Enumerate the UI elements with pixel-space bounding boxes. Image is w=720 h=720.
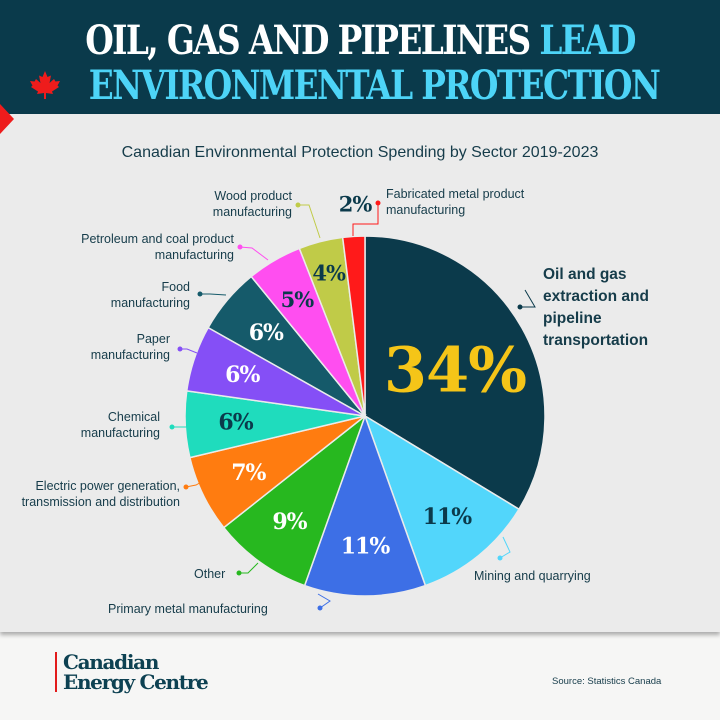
label-food: Food manufacturing — [110, 280, 190, 310]
leader-dot — [317, 605, 323, 611]
data-label: 5% — [281, 287, 315, 312]
leader-dot — [497, 555, 503, 561]
data-label: 11% — [341, 533, 391, 559]
leader-line — [520, 289, 536, 308]
leader-line — [317, 593, 331, 609]
chart-title: Canadian Environmental Protection Spendi… — [121, 144, 599, 161]
header-banner — [0, 0, 720, 114]
data-label: 34% — [384, 334, 526, 407]
leader-line — [200, 293, 227, 296]
leader-line — [352, 203, 379, 236]
label-other: Other — [194, 567, 226, 581]
leader-dot — [169, 424, 175, 430]
leader-dot — [177, 346, 183, 352]
leader-dot — [197, 291, 203, 297]
leader-dot — [295, 202, 301, 208]
data-label: 6% — [225, 362, 260, 388]
data-label: 4% — [312, 260, 346, 285]
leader-line — [298, 204, 321, 239]
pie-slice — [364, 235, 546, 511]
leader-dot — [183, 484, 189, 490]
title-line-2: ENVIRONMENTAL PROTECTION — [88, 62, 661, 109]
data-label: 9% — [272, 509, 307, 535]
title-line-1: OIL, GAS AND PIPELINES LEAD — [85, 17, 636, 64]
leader-dot — [517, 304, 523, 310]
leader-line — [239, 246, 269, 261]
label-petroleum: Petroleum and coal product manufacturing — [81, 232, 234, 262]
data-label: 6% — [218, 410, 253, 436]
leader-line — [180, 348, 198, 354]
label-fabricated-metal: Fabricated metal product manufacturing — [386, 187, 525, 217]
label-paper: Paper manufacturing — [90, 332, 170, 362]
data-label: 6% — [249, 320, 284, 346]
leader-dot — [375, 200, 381, 206]
maple-leaf-icon — [30, 71, 60, 99]
label-wood: Wood product manufacturing — [212, 189, 292, 219]
leader-line — [499, 536, 511, 559]
label-chemical: Chemical manufacturing — [80, 410, 160, 440]
leader-dot — [237, 244, 243, 250]
label-mining: Mining and quarrying — [474, 569, 591, 583]
pie-slice — [303, 413, 427, 597]
label-oil-gas: Oil and gas extraction and pipeline tran… — [543, 266, 649, 349]
leader-dot — [236, 570, 242, 576]
data-label: 7% — [231, 460, 266, 486]
red-accent-triangle — [0, 104, 14, 134]
data-label: 2% — [339, 191, 373, 216]
source-note: Source: Statistics Canada — [552, 676, 662, 687]
pie-slice — [341, 235, 366, 417]
pie-slice — [222, 413, 367, 587]
leader-line — [239, 562, 259, 574]
label-electric: Electric power generation, transmission … — [21, 479, 180, 509]
leader-line — [185, 479, 206, 488]
label-primary-metal: Primary metal manufacturing — [108, 602, 268, 616]
canadian-energy-centre-logo: Canadian Energy Centre — [55, 652, 209, 692]
pie-slice — [363, 414, 521, 587]
data-label: 11% — [423, 504, 473, 530]
